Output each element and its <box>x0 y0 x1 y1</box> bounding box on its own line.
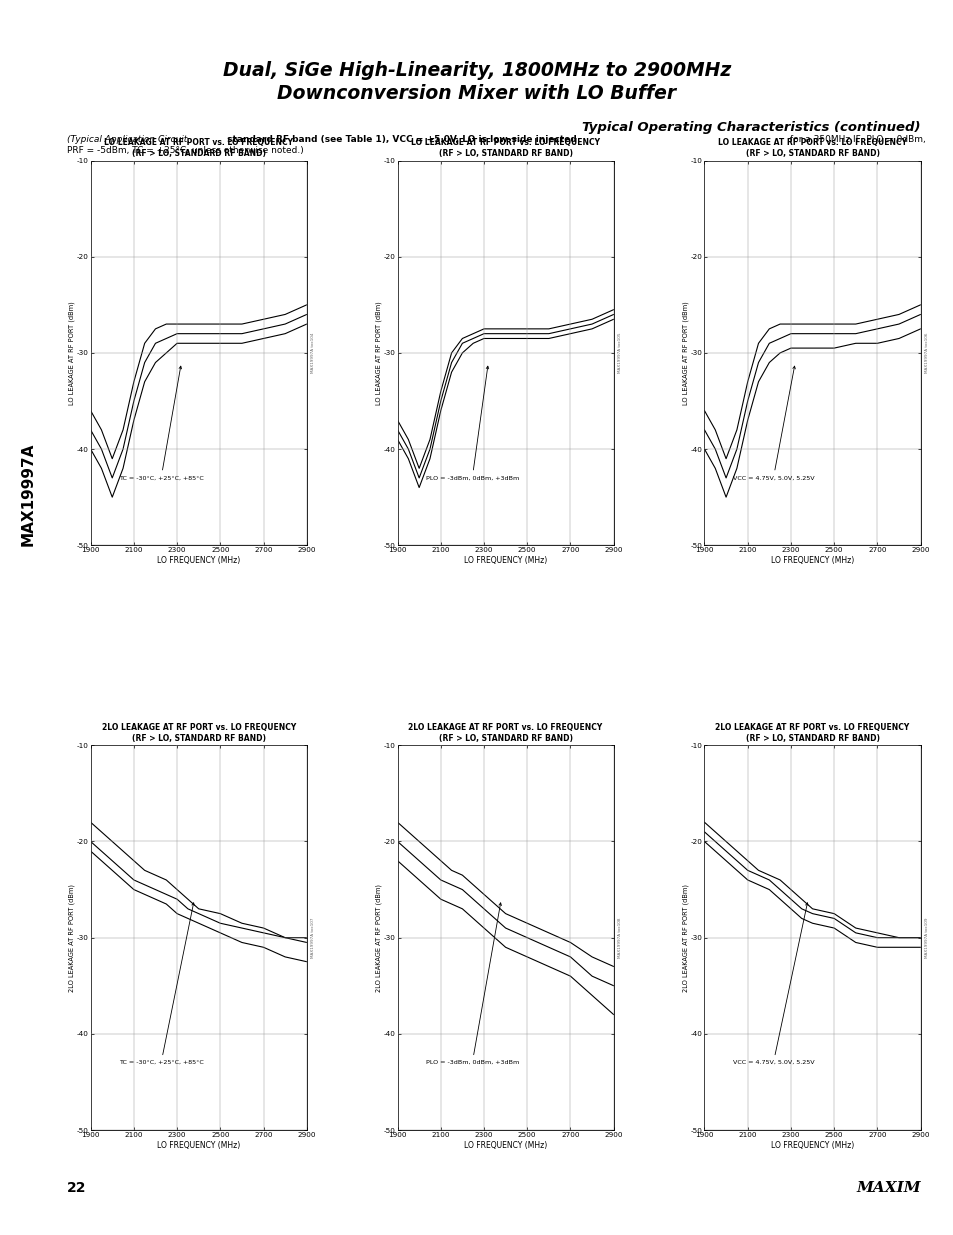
Title: 2LO LEAKAGE AT RF PORT vs. LO FREQUENCY
(RF > LO, STANDARD RF BAND): 2LO LEAKAGE AT RF PORT vs. LO FREQUENCY … <box>408 722 602 743</box>
Text: MAX19997A toc106: MAX19997A toc106 <box>924 332 928 373</box>
Text: for a 350MHz IF, PLO = 0dBm,: for a 350MHz IF, PLO = 0dBm, <box>786 135 924 143</box>
Text: MAX19997A toc108: MAX19997A toc108 <box>618 918 621 958</box>
X-axis label: LO FREQUENCY (MHz): LO FREQUENCY (MHz) <box>770 1141 853 1150</box>
Y-axis label: 2LO LEAKAGE AT RF PORT (dBm): 2LO LEAKAGE AT RF PORT (dBm) <box>682 884 688 992</box>
Text: MAXIM: MAXIM <box>855 1181 920 1194</box>
Y-axis label: 2LO LEAKAGE AT RF PORT (dBm): 2LO LEAKAGE AT RF PORT (dBm) <box>69 884 75 992</box>
Text: MAX19997A toc104: MAX19997A toc104 <box>311 332 314 373</box>
Y-axis label: 2LO LEAKAGE AT RF PORT (dBm): 2LO LEAKAGE AT RF PORT (dBm) <box>375 884 382 992</box>
Title: 2LO LEAKAGE AT RF PORT vs. LO FREQUENCY
(RF > LO, STANDARD RF BAND): 2LO LEAKAGE AT RF PORT vs. LO FREQUENCY … <box>715 722 909 743</box>
X-axis label: LO FREQUENCY (MHz): LO FREQUENCY (MHz) <box>463 556 547 566</box>
X-axis label: LO FREQUENCY (MHz): LO FREQUENCY (MHz) <box>157 1141 240 1150</box>
Text: MAX19997A toc109: MAX19997A toc109 <box>924 918 928 958</box>
Text: (Typical Application Circuit,: (Typical Application Circuit, <box>67 135 190 143</box>
Y-axis label: LO LEAKAGE AT RF PORT (dBm): LO LEAKAGE AT RF PORT (dBm) <box>375 301 382 405</box>
Title: 2LO LEAKAGE AT RF PORT vs. LO FREQUENCY
(RF > LO, STANDARD RF BAND): 2LO LEAKAGE AT RF PORT vs. LO FREQUENCY … <box>101 722 295 743</box>
X-axis label: LO FREQUENCY (MHz): LO FREQUENCY (MHz) <box>463 1141 547 1150</box>
Text: TC = -30°C, +25°C, +85°C: TC = -30°C, +25°C, +85°C <box>118 367 203 480</box>
Text: Typical Operating Characteristics (continued): Typical Operating Characteristics (conti… <box>581 121 920 135</box>
Title: LO LEAKAGE AT RF PORT vs. LO FREQUENCY
(RF > LO, STANDARD RF BAND): LO LEAKAGE AT RF PORT vs. LO FREQUENCY (… <box>718 138 906 158</box>
Text: Downconversion Mixer with LO Buffer: Downconversion Mixer with LO Buffer <box>277 84 676 103</box>
Y-axis label: LO LEAKAGE AT RF PORT (dBm): LO LEAKAGE AT RF PORT (dBm) <box>682 301 688 405</box>
Text: VCC = 4.75V, 5.0V, 5.25V: VCC = 4.75V, 5.0V, 5.25V <box>732 366 813 480</box>
Text: Dual, SiGe High-Linearity, 1800MHz to 2900MHz: Dual, SiGe High-Linearity, 1800MHz to 29… <box>223 61 730 79</box>
Text: PLO = -3dBm, 0dBm, +3dBm: PLO = -3dBm, 0dBm, +3dBm <box>425 903 518 1066</box>
Text: MAX19997A: MAX19997A <box>21 442 36 546</box>
Title: LO LEAKAGE AT RF PORT vs. LO FREQUENCY
(RF > LO, STANDARD RF BAND): LO LEAKAGE AT RF PORT vs. LO FREQUENCY (… <box>104 138 293 158</box>
Text: MAX19997A toc105: MAX19997A toc105 <box>618 332 621 373</box>
X-axis label: LO FREQUENCY (MHz): LO FREQUENCY (MHz) <box>770 556 853 566</box>
Text: PRF = -5dBm, TC = +25°C, unless otherwise noted.): PRF = -5dBm, TC = +25°C, unless otherwis… <box>67 146 303 154</box>
Text: PLO = -3dBm, 0dBm, +3dBm: PLO = -3dBm, 0dBm, +3dBm <box>425 367 518 480</box>
Title: LO LEAKAGE AT RF PORT vs. LO FREQUENCY
(RF > LO, STANDARD RF BAND): LO LEAKAGE AT RF PORT vs. LO FREQUENCY (… <box>411 138 599 158</box>
Text: standard RF band (see Table 1), VCC = +5.0V, LO is low-side injected: standard RF band (see Table 1), VCC = +5… <box>224 135 577 143</box>
Text: MAX19997A toc107: MAX19997A toc107 <box>311 918 314 958</box>
Y-axis label: LO LEAKAGE AT RF PORT (dBm): LO LEAKAGE AT RF PORT (dBm) <box>69 301 75 405</box>
X-axis label: LO FREQUENCY (MHz): LO FREQUENCY (MHz) <box>157 556 240 566</box>
Text: 22: 22 <box>67 1181 86 1194</box>
Text: TC = -30°C, +25°C, +85°C: TC = -30°C, +25°C, +85°C <box>118 903 203 1066</box>
Text: VCC = 4.75V, 5.0V, 5.25V: VCC = 4.75V, 5.0V, 5.25V <box>732 903 813 1066</box>
